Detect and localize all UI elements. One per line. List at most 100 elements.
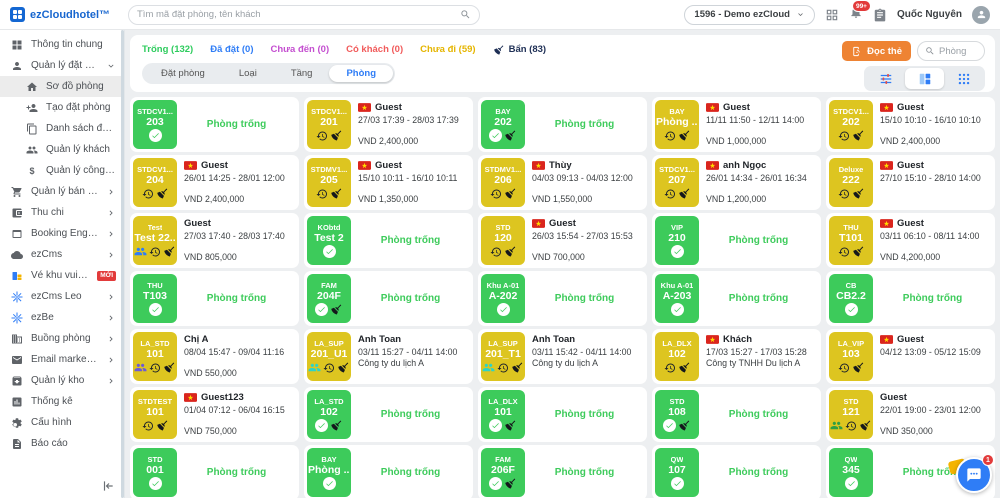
sidebar-item[interactable]: ezCms Leo xyxy=(0,286,124,307)
status-filter[interactable]: Bẩn (83) xyxy=(493,44,546,56)
sidebar-item[interactable]: Báo cáo xyxy=(0,433,124,454)
sidebar-item[interactable]: Danh sách đặt phòng xyxy=(0,118,124,139)
room-card[interactable]: STD 121 xyxy=(826,387,995,442)
sidebar-item[interactable]: ezBe xyxy=(0,307,124,328)
room-card[interactable]: LA_STD 101 xyxy=(130,329,299,384)
check-icon xyxy=(315,303,328,316)
tab[interactable]: Loại xyxy=(222,65,274,82)
chat-bubble-icon xyxy=(966,467,982,483)
guest-name: Anh Toan xyxy=(358,334,402,345)
booking-price: VND 4,200,000 xyxy=(880,252,941,262)
room-search[interactable] xyxy=(917,41,985,61)
room-card[interactable]: Deluxe 222 xyxy=(826,155,995,210)
room-status-block: KObtd Test 2 xyxy=(307,216,351,265)
room-card[interactable]: STDCV1... 203 Phòng trống xyxy=(130,97,299,152)
room-card[interactable]: LA_SUP 201_T1 xyxy=(478,329,647,384)
room-card[interactable]: QW 107 Phòng trống xyxy=(652,445,821,498)
room-card[interactable]: Test Test 22.. xyxy=(130,213,299,268)
room-card[interactable]: STDCV1... 202 xyxy=(826,97,995,152)
sidebar-item[interactable]: Quản lý bán hàng xyxy=(0,181,124,202)
property-selector[interactable]: 1596 - Demo ezCloud xyxy=(684,4,815,25)
room-card[interactable]: FAM 206F Phòng trống xyxy=(478,445,647,498)
room-card-body: Phòng trống xyxy=(177,448,296,497)
room-card[interactable]: THU T103 Phòng trống xyxy=(130,271,299,326)
sidebar-item[interactable]: Quản lý kho xyxy=(0,370,124,391)
notifications-button[interactable]: 99+ xyxy=(849,0,871,24)
room-card[interactable]: Khu A-01 A-203 Phòng trống xyxy=(652,271,821,326)
global-search-input[interactable] xyxy=(137,9,454,20)
room-card[interactable]: KObtd Test 2 Phòng trống xyxy=(304,213,473,268)
room-card[interactable]: BAY Phòng ... xyxy=(652,97,821,152)
sidebar-item[interactable]: Thông tin chung xyxy=(0,34,124,55)
room-card[interactable]: STDTEST 101 xyxy=(130,387,299,442)
room-card[interactable]: LA_STD 102 Phòng trống xyxy=(304,387,473,442)
broom-icon xyxy=(504,477,517,490)
guest-name: Guest xyxy=(201,160,228,171)
room-card[interactable]: VIP 210 Phòng trống xyxy=(652,213,821,268)
room-card[interactable]: STDMV1... 206 xyxy=(478,155,647,210)
status-filter[interactable]: Trống (132) xyxy=(142,44,193,55)
filter-sliders-button[interactable] xyxy=(866,68,905,89)
status-filter[interactable]: Có khách (0) xyxy=(346,44,403,55)
booking-price: VND 2,400,000 xyxy=(184,194,245,204)
room-card[interactable]: BAY 202 Phòng trống xyxy=(478,97,647,152)
tab[interactable]: Đặt phòng xyxy=(144,65,222,82)
chevron-down-icon xyxy=(796,10,805,19)
room-card[interactable]: STDMV1... 205 xyxy=(304,155,473,210)
broom-icon xyxy=(852,361,865,374)
sidebar-item[interactable]: Cấu hình xyxy=(0,412,124,433)
room-card[interactable]: BAY Phòng ... Phòng trống xyxy=(304,445,473,498)
sidebar-item[interactable]: Buồng phòng xyxy=(0,328,124,349)
room-card[interactable]: LA_VIP 103 xyxy=(826,329,995,384)
room-card[interactable]: STD 108 Phòng trống xyxy=(652,387,821,442)
room-card[interactable]: STDCV1... 207 xyxy=(652,155,821,210)
broom-icon xyxy=(504,419,517,432)
booking-dates: 03/11 15:27 - 04/11 14:00 xyxy=(358,346,458,357)
card-view-button[interactable] xyxy=(905,68,944,89)
room-card[interactable]: Khu A-01 A-202 Phòng trống xyxy=(478,271,647,326)
status-filter[interactable]: Chưa đến (0) xyxy=(271,44,330,55)
sidebar-scrollbar[interactable] xyxy=(121,30,124,498)
sidebar-item[interactable]: Thống kê xyxy=(0,391,124,412)
status-filter[interactable]: Chưa đi (59) xyxy=(420,44,475,55)
avatar[interactable] xyxy=(972,5,990,24)
tab[interactable]: Tầng xyxy=(274,65,330,82)
guest-name: Guest xyxy=(549,218,576,229)
room-card[interactable]: LA_DLX 101 Phòng trống xyxy=(478,387,647,442)
sidebar-item[interactable]: Booking Engine xyxy=(0,223,124,244)
room-card[interactable]: CB CB2.2 Phòng trống xyxy=(826,271,995,326)
room-card[interactable]: STDCV1... 204 xyxy=(130,155,299,210)
room-card[interactable]: LA_DLX 102 xyxy=(652,329,821,384)
read-card-button[interactable]: Đọc thẻ xyxy=(842,41,911,61)
status-filter-label: Có khách (0) xyxy=(346,44,404,55)
status-filter[interactable]: Đã đặt (0) xyxy=(210,44,253,55)
apps-grid-icon[interactable] xyxy=(825,8,839,22)
tab[interactable]: Phòng xyxy=(329,65,394,82)
sidebar-item[interactable]: Sơ đồ phòng xyxy=(0,76,124,97)
clipboard-icon[interactable] xyxy=(873,8,887,22)
sidebar-item[interactable]: Tạo đặt phòng xyxy=(0,97,124,118)
room-search-input[interactable] xyxy=(939,45,977,57)
sidebar-item[interactable]: Quản lý khách xyxy=(0,139,124,160)
guest-info: Guest 26/01 14:25 - 28/01 12:00 VND 2,40… xyxy=(184,160,289,204)
sidebar-item[interactable]: Email marketing xyxy=(0,349,124,370)
sidebar-item[interactable]: Vé khu vui chơi MỚI xyxy=(0,265,124,286)
global-search[interactable] xyxy=(128,4,480,25)
sidebar-item[interactable]: Thu chi xyxy=(0,202,124,223)
room-card[interactable]: STD 001 Phòng trống xyxy=(130,445,299,498)
booking-dates: 04/12 13:09 - 05/12 15:09 xyxy=(880,346,981,357)
booking-dates: 27/03 17:39 - 28/03 17:39 xyxy=(358,114,459,125)
room-icons xyxy=(316,129,343,143)
room-card[interactable]: THU T101 xyxy=(826,213,995,268)
room-card[interactable]: STDCV1... 201 xyxy=(304,97,473,152)
room-card-body: Chị A 08/04 15:47 - 09/04 11:16 VND 550,… xyxy=(177,332,296,381)
sidebar-item[interactable]: ezCms xyxy=(0,244,124,265)
room-number: 207 xyxy=(668,173,686,186)
room-card[interactable]: LA_SUP 201_U1 xyxy=(304,329,473,384)
room-card[interactable]: FAM 204F Phòng trống xyxy=(304,271,473,326)
room-card[interactable]: STD 120 xyxy=(478,213,647,268)
grid-view-button[interactable] xyxy=(944,68,983,89)
sidebar-item[interactable]: Quản lý công nợ xyxy=(0,160,124,181)
sidebar-item[interactable]: Quản lý đặt phòng xyxy=(0,55,124,76)
collapse-sidebar-icon[interactable] xyxy=(101,479,115,493)
